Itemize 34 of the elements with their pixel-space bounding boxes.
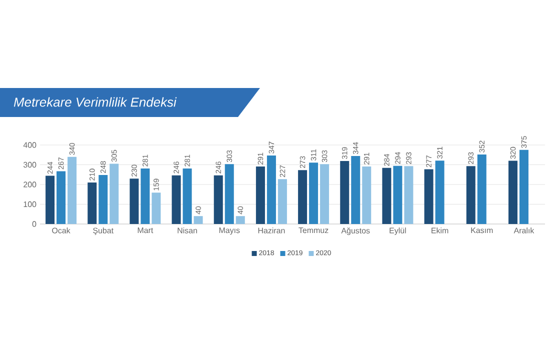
bar	[56, 171, 66, 224]
bar	[110, 164, 119, 224]
bar	[224, 164, 234, 224]
bar	[424, 169, 434, 224]
bar	[477, 154, 486, 224]
bar	[404, 166, 414, 224]
bar	[256, 166, 265, 224]
bar	[309, 162, 318, 224]
bar	[266, 155, 276, 224]
chart-title: Metrekare Verimlilik Endeksi	[14, 97, 177, 107]
bar	[236, 216, 245, 224]
bar	[130, 178, 139, 224]
bar	[172, 175, 181, 224]
bar	[214, 175, 223, 224]
bar	[152, 192, 161, 224]
bar	[194, 216, 203, 224]
bar	[393, 166, 402, 224]
bar	[519, 150, 528, 224]
bar	[508, 160, 518, 224]
bar	[68, 156, 77, 224]
bar	[98, 175, 108, 224]
bar	[298, 170, 308, 224]
bar	[88, 182, 97, 224]
bar	[140, 168, 150, 224]
bar	[320, 164, 330, 224]
bar	[466, 166, 476, 224]
bar	[278, 179, 287, 224]
bar	[351, 156, 360, 224]
bar	[46, 176, 55, 224]
bar	[340, 160, 350, 224]
bar	[382, 168, 392, 224]
bar	[362, 166, 372, 224]
bar	[182, 168, 192, 224]
bar	[435, 160, 444, 224]
